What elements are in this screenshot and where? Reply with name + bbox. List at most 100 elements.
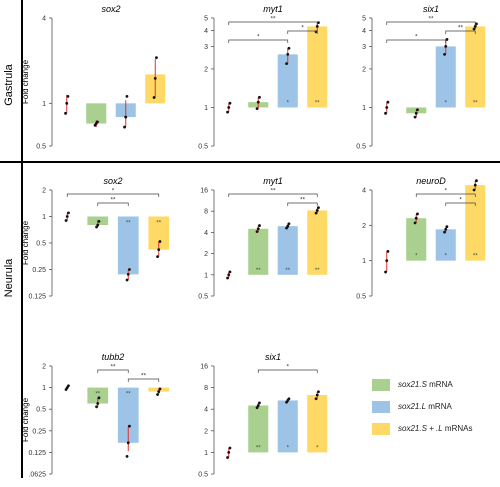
data-point — [287, 222, 291, 226]
y-tick-label: 2 — [362, 223, 366, 230]
data-point — [258, 95, 261, 99]
data-point — [443, 52, 446, 56]
data-point — [445, 38, 449, 41]
bar-significance: ** — [256, 268, 261, 274]
data-point — [97, 396, 101, 400]
data-point — [414, 111, 418, 115]
bracket-label: * — [301, 25, 304, 32]
bar — [248, 405, 269, 453]
data-point — [67, 384, 70, 388]
bar-significance: ** — [126, 221, 131, 227]
chart-title: neuroD — [416, 176, 446, 186]
data-point — [285, 62, 288, 66]
significance-bracket — [386, 21, 476, 25]
chart-title: six1 — [265, 352, 281, 362]
data-point — [443, 230, 446, 234]
bar-significance: * — [316, 445, 319, 451]
data-point — [67, 211, 70, 215]
y-tick-label: 0.5 — [356, 294, 366, 301]
data-point — [227, 273, 231, 277]
bar-significance: ** — [285, 268, 290, 274]
significance-bracket — [228, 21, 318, 25]
data-point — [96, 223, 100, 227]
data-point — [226, 276, 229, 280]
y-axis-label: Fold change — [21, 59, 30, 104]
y-tick-label: 0.5 — [198, 294, 208, 301]
bracket-label: * — [257, 34, 260, 41]
y-axis-label: Fold change — [21, 220, 30, 265]
bracket-label: * — [112, 188, 115, 195]
y-tick-label: 0.5 — [198, 144, 208, 151]
chart-title: six1 — [423, 4, 439, 14]
y-tick-label: 1 — [42, 214, 46, 221]
data-point — [158, 387, 162, 391]
significance-bracket — [445, 30, 476, 34]
data-point — [226, 110, 229, 114]
data-point — [255, 107, 259, 110]
data-point — [152, 96, 156, 99]
y-tick-label: 4 — [204, 28, 208, 35]
y-tick-label: 5 — [204, 16, 208, 23]
data-point — [314, 211, 318, 215]
legend-label: sox21.S mRNA — [398, 379, 453, 391]
data-point — [413, 221, 417, 225]
y-tick-label: 1 — [42, 101, 46, 108]
data-point — [258, 401, 261, 405]
legend-swatch-sox21S — [372, 379, 390, 391]
y-tick-label: 0.5 — [36, 241, 46, 248]
data-point — [445, 225, 449, 229]
data-point — [315, 393, 319, 397]
bar-significance: * — [445, 254, 448, 260]
data-point — [126, 441, 130, 445]
significance-bracket — [257, 369, 318, 373]
bar — [307, 210, 328, 275]
bar-significance: ** — [315, 268, 320, 274]
y-tick-label: 4 — [42, 16, 46, 23]
chart-title: myt1 — [263, 176, 283, 186]
bar-significance: ** — [95, 392, 100, 398]
data-point — [385, 259, 389, 263]
bar-significance: * — [97, 221, 100, 227]
data-point — [315, 24, 319, 28]
data-point — [97, 219, 101, 223]
data-point — [473, 183, 477, 187]
data-point — [157, 390, 161, 393]
chart-title: myt1 — [263, 4, 283, 14]
bar — [87, 387, 109, 404]
y-tick-label: 0.5 — [36, 144, 46, 151]
bar-significance: ** — [315, 100, 320, 106]
data-point — [473, 24, 477, 28]
bracket-label: ** — [300, 197, 306, 204]
legend-suffix: mRNA — [426, 380, 453, 389]
data-point — [472, 188, 476, 192]
data-point — [258, 224, 261, 227]
significance-bracket — [97, 369, 129, 373]
data-point — [125, 278, 129, 282]
data-point — [226, 456, 229, 459]
bracket-label: ** — [270, 16, 276, 23]
bar-significance: ** — [256, 445, 261, 451]
bar-significance: ** — [473, 100, 478, 106]
data-point — [64, 111, 67, 115]
legend-gene: sox21.S + .L — [398, 424, 443, 433]
legend-item-sox21L: sox21.L mRNA — [372, 400, 496, 416]
bar-significance: * — [415, 254, 418, 260]
bar — [86, 103, 107, 124]
bracket-label: * — [459, 197, 462, 204]
data-point — [228, 270, 232, 274]
bar — [277, 400, 298, 453]
significance-bracket — [127, 378, 160, 382]
legend-gene: sox21.S — [398, 380, 427, 389]
bar — [148, 216, 170, 250]
data-point — [126, 272, 130, 276]
data-point — [125, 454, 129, 458]
bar — [307, 26, 328, 108]
data-point — [128, 268, 131, 271]
data-point — [66, 94, 70, 98]
y-tick-label: 2 — [42, 364, 46, 371]
bracket-label: ** — [110, 364, 116, 371]
y-tick-label: 0.5 — [198, 472, 208, 479]
legend: sox21.S mRNA sox21.L mRNA sox21.S + .L m… — [372, 378, 496, 444]
stage-label-neurula: Neurula — [3, 258, 15, 297]
